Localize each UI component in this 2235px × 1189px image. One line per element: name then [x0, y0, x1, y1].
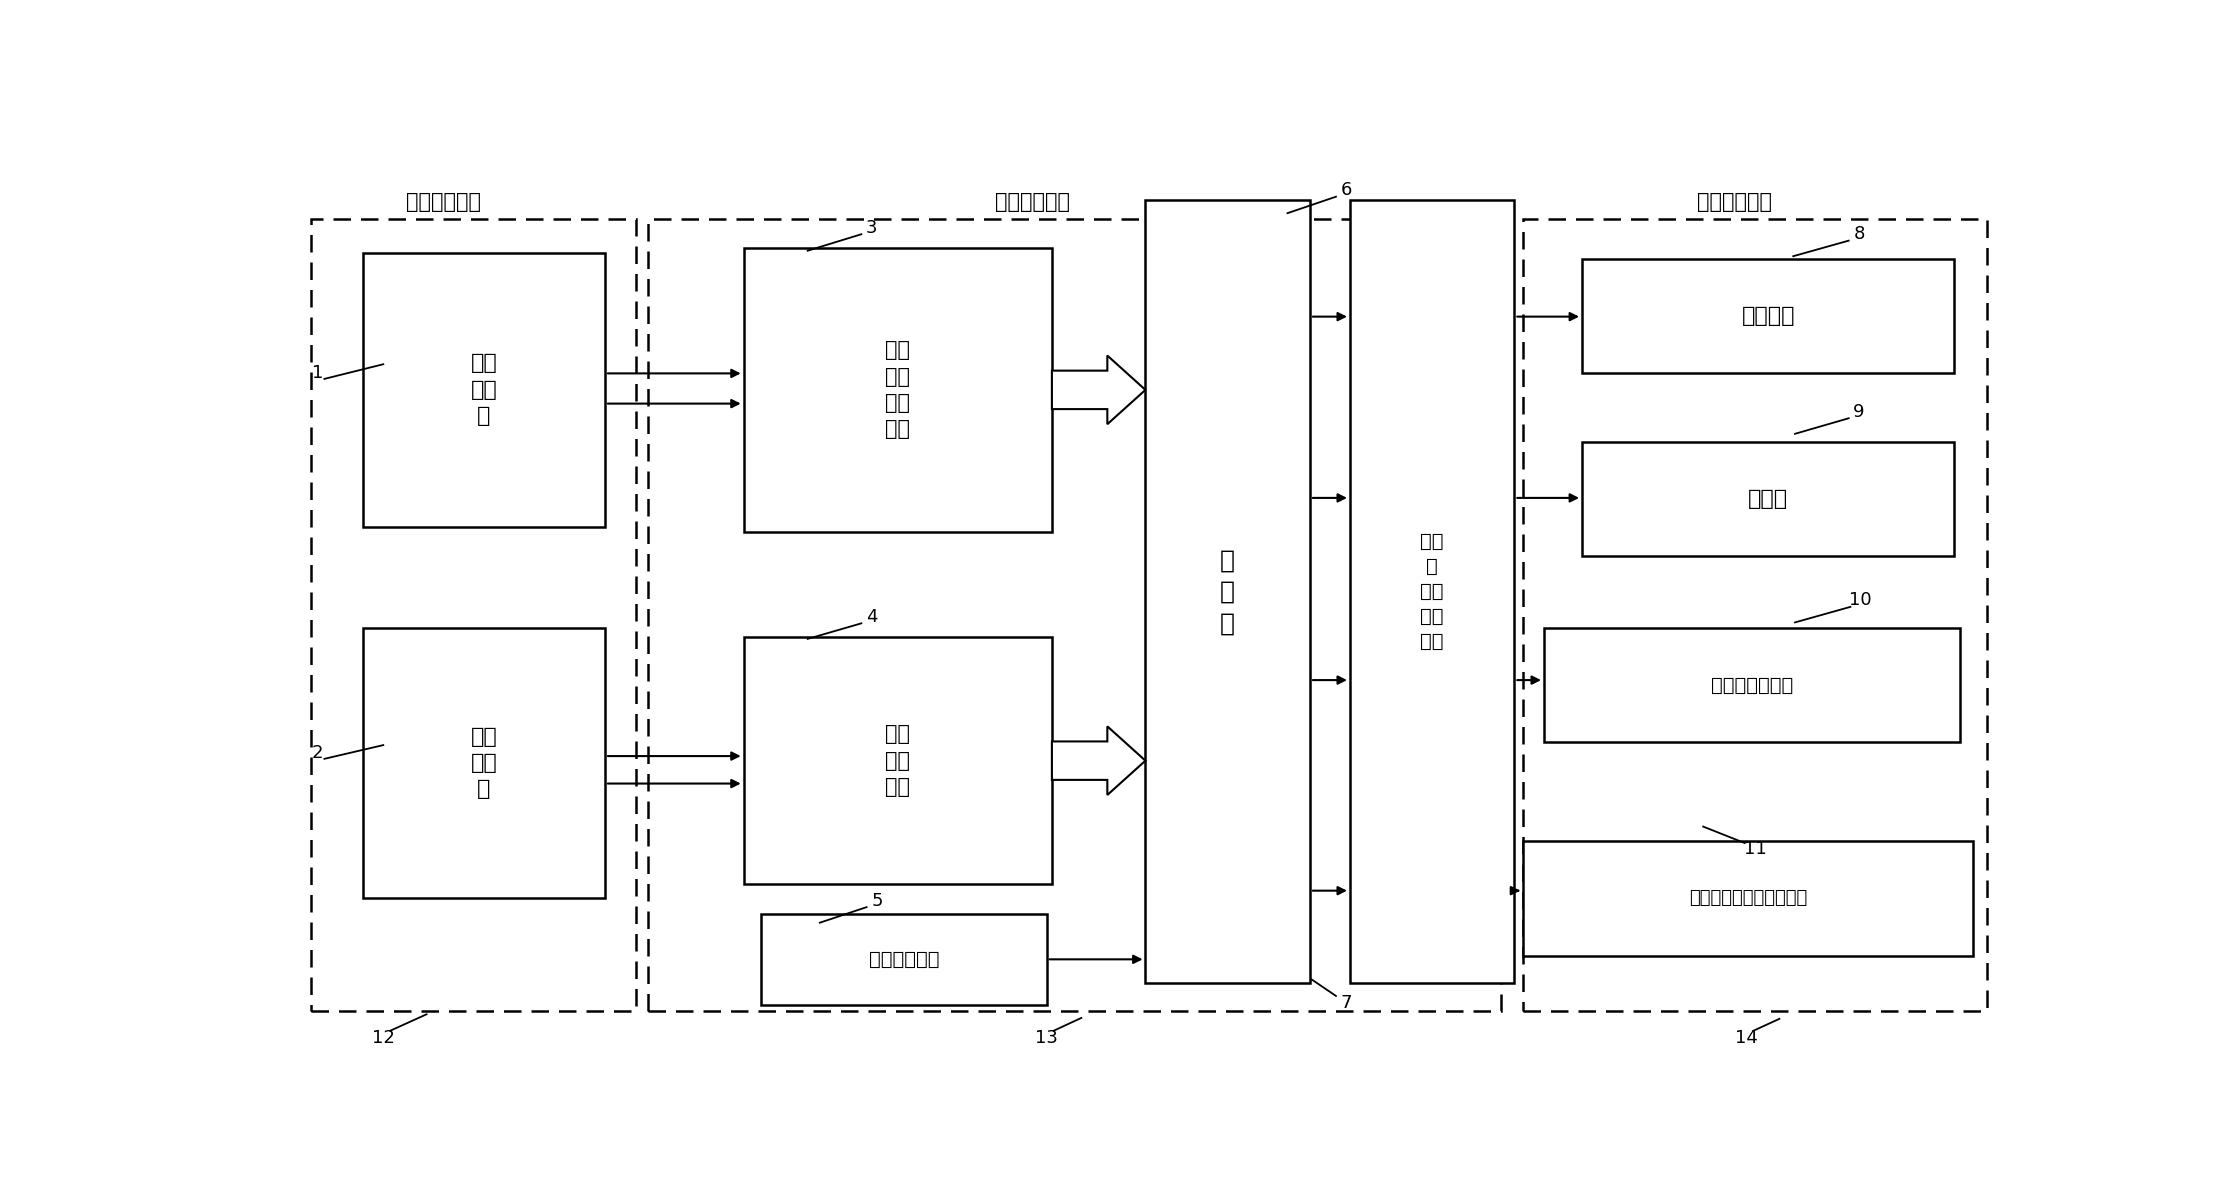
Text: 起动执行模块: 起动执行模块: [1696, 193, 1772, 212]
Text: 数字
信号
处理
电路: 数字 信号 处理 电路: [885, 340, 910, 440]
Polygon shape: [1053, 356, 1147, 424]
Bar: [1582, 442, 1953, 556]
Text: 燃油流量控制比例电磁阀: 燃油流量控制比例电磁阀: [1690, 889, 1808, 907]
Text: 数据测量模块: 数据测量模块: [407, 193, 481, 212]
Bar: [744, 637, 1053, 885]
Bar: [1582, 259, 1953, 373]
Text: 10: 10: [1851, 591, 1873, 610]
Text: 电源保护电路: 电源保护电路: [869, 950, 939, 969]
Text: 起动电机: 起动电机: [1741, 307, 1795, 326]
Text: 9: 9: [1853, 403, 1864, 421]
Bar: [744, 249, 1053, 531]
Text: 温度
传感
器: 温度 传感 器: [469, 726, 496, 799]
Text: 2: 2: [311, 744, 324, 762]
Bar: [311, 219, 637, 1011]
Text: 燃油保护电磁阀: 燃油保护电磁阀: [1710, 675, 1792, 694]
Text: 11: 11: [1743, 841, 1766, 858]
Text: 执行
器
功率
驱动
电路: 执行 器 功率 驱动 电路: [1421, 533, 1444, 652]
Text: 7: 7: [1341, 994, 1352, 1012]
Text: 3: 3: [865, 219, 878, 237]
Text: 单
片
机: 单 片 机: [1220, 548, 1236, 635]
Text: 放大
滤波
电路: 放大 滤波 电路: [885, 724, 910, 797]
Text: 4: 4: [865, 608, 878, 625]
Bar: [1147, 201, 1310, 983]
Text: 点火器: 点火器: [1748, 490, 1788, 509]
Bar: [1350, 201, 1515, 983]
Text: 数字控制单元: 数字控制单元: [995, 193, 1071, 212]
Bar: [760, 913, 1046, 1005]
Text: 8: 8: [1853, 225, 1864, 244]
Text: 转速
传感
器: 转速 传感 器: [469, 353, 496, 427]
Bar: [1544, 628, 1960, 742]
Text: 13: 13: [1035, 1028, 1057, 1048]
Text: 6: 6: [1341, 181, 1352, 200]
Bar: [362, 252, 606, 527]
Bar: [648, 219, 1500, 1011]
Text: 14: 14: [1734, 1028, 1759, 1048]
Bar: [1522, 842, 1974, 956]
Text: 5: 5: [872, 892, 883, 910]
Bar: [1522, 219, 1987, 1011]
Polygon shape: [1053, 726, 1147, 795]
Text: 12: 12: [371, 1028, 396, 1048]
Text: 1: 1: [313, 364, 324, 383]
Bar: [362, 628, 606, 898]
